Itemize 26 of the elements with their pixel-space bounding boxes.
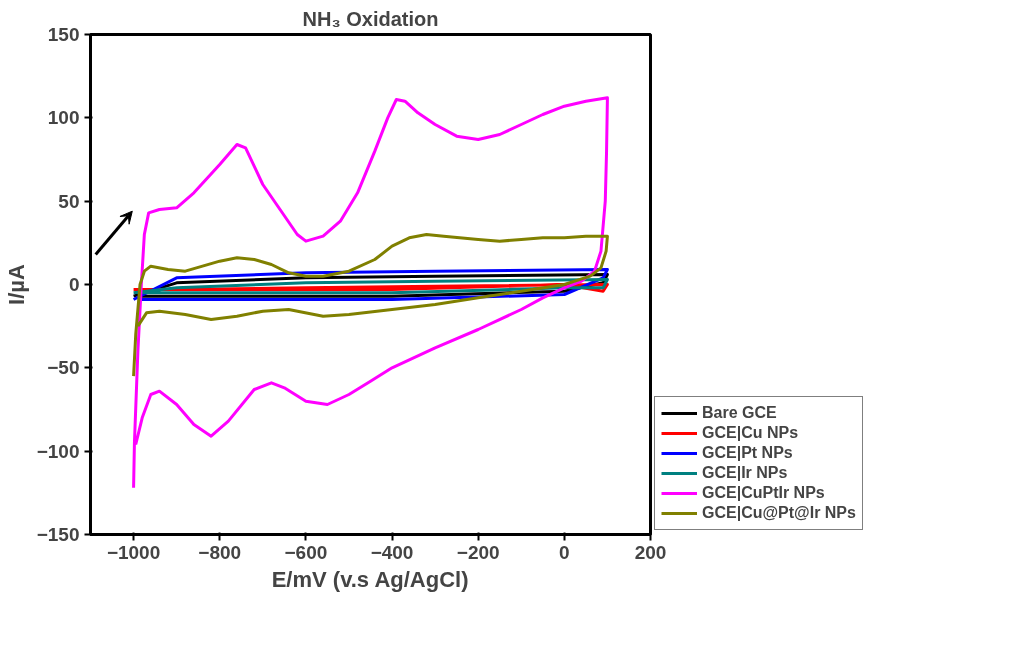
line-series bbox=[132, 278, 609, 295]
x-tick-label: 0 bbox=[559, 541, 570, 563]
legend-label: Bare GCE bbox=[702, 404, 777, 422]
x-tick-label: −800 bbox=[198, 541, 242, 563]
legend-label: GCE|Ir NPs bbox=[702, 464, 788, 482]
y-tick-label: −150 bbox=[36, 524, 80, 545]
y-tick-label: 0 bbox=[68, 274, 80, 295]
x-tick-label: 200 bbox=[634, 541, 667, 563]
x-tick-label: −1000 bbox=[106, 541, 161, 563]
line-series bbox=[132, 233, 609, 378]
y-tick-label: 100 bbox=[47, 107, 80, 129]
x-tick-label: −200 bbox=[456, 541, 500, 563]
x-tick-label: −400 bbox=[370, 541, 414, 563]
y-tick-label: 150 bbox=[47, 24, 80, 45]
y-tick-label: 50 bbox=[58, 190, 80, 212]
y-tick-label: −100 bbox=[36, 440, 80, 462]
y-tick-label: −50 bbox=[47, 357, 80, 379]
legend-label: GCE|Cu NPs bbox=[702, 424, 799, 442]
chart-title: NH₃ Oxidation bbox=[302, 7, 439, 30]
x-tick-label: −600 bbox=[284, 541, 328, 563]
y-axis-title: I/µA bbox=[3, 263, 29, 305]
x-axis-title: E/mV (v.s Ag/AgCl) bbox=[271, 566, 469, 592]
legend-label: GCE|Cu@Pt@Ir NPs bbox=[702, 504, 856, 522]
line-series bbox=[132, 96, 609, 490]
legend-label: GCE|CuPtIr NPs bbox=[702, 484, 825, 502]
legend-label: GCE|Pt NPs bbox=[702, 444, 793, 462]
